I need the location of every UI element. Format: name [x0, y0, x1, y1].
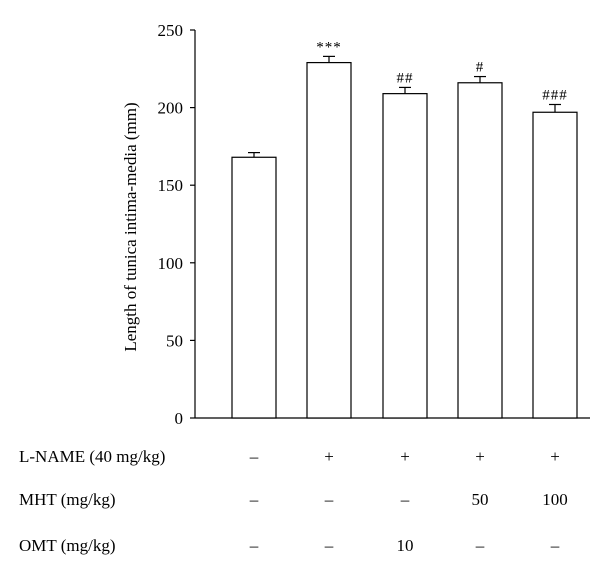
- treatment-cell: +: [475, 447, 485, 466]
- y-tick-label: 250: [158, 21, 184, 40]
- bar: [306, 61, 352, 419]
- y-tick-label: 100: [158, 254, 184, 273]
- significance-label: ***: [316, 39, 342, 55]
- bar: [231, 156, 277, 419]
- significance-label: ##: [397, 70, 414, 86]
- treatment-cell: –: [324, 536, 334, 555]
- treatment-table: L-NAME (40 mg/kg) – + + + + MHT (mg/kg) – – – 50 10…: [19, 447, 568, 555]
- bar: [457, 82, 503, 419]
- significance-label: ###: [542, 87, 568, 103]
- y-tick-label: 200: [158, 99, 184, 118]
- treatment-row-label: MHT (mg/kg): [19, 490, 116, 509]
- treatment-cell: –: [324, 490, 334, 509]
- y-tick-label: 150: [158, 176, 184, 195]
- treatment-cell: 100: [542, 490, 568, 509]
- treatment-cell: +: [550, 447, 560, 466]
- treatment-row-label: OMT (mg/kg): [19, 536, 116, 555]
- y-axis-title: Length of tunica intima-media (mm): [121, 102, 140, 351]
- treatment-row-label: L-NAME (40 mg/kg): [19, 447, 165, 466]
- y-tick-label: 50: [166, 331, 183, 350]
- y-tick-label: 0: [175, 409, 184, 428]
- chart-axes: 0 50 100 150 200 250 Length of tunica intima-m…: [121, 21, 590, 428]
- treatment-cell: –: [400, 490, 410, 509]
- treatment-cell: –: [249, 536, 259, 555]
- treatment-cell: 50: [472, 490, 489, 509]
- significance-label: #: [476, 60, 485, 76]
- treatment-cell: –: [475, 536, 485, 555]
- treatment-cell: –: [249, 447, 259, 466]
- treatment-cell: –: [249, 490, 259, 509]
- bar: [382, 93, 428, 419]
- treatment-cell: +: [400, 447, 410, 466]
- chart-bars: [231, 55, 578, 419]
- bar: [532, 111, 578, 419]
- treatment-cell: –: [550, 536, 560, 555]
- treatment-cell: 10: [397, 536, 414, 555]
- chart-labels: ***######: [316, 39, 568, 103]
- treatment-cell: +: [324, 447, 334, 466]
